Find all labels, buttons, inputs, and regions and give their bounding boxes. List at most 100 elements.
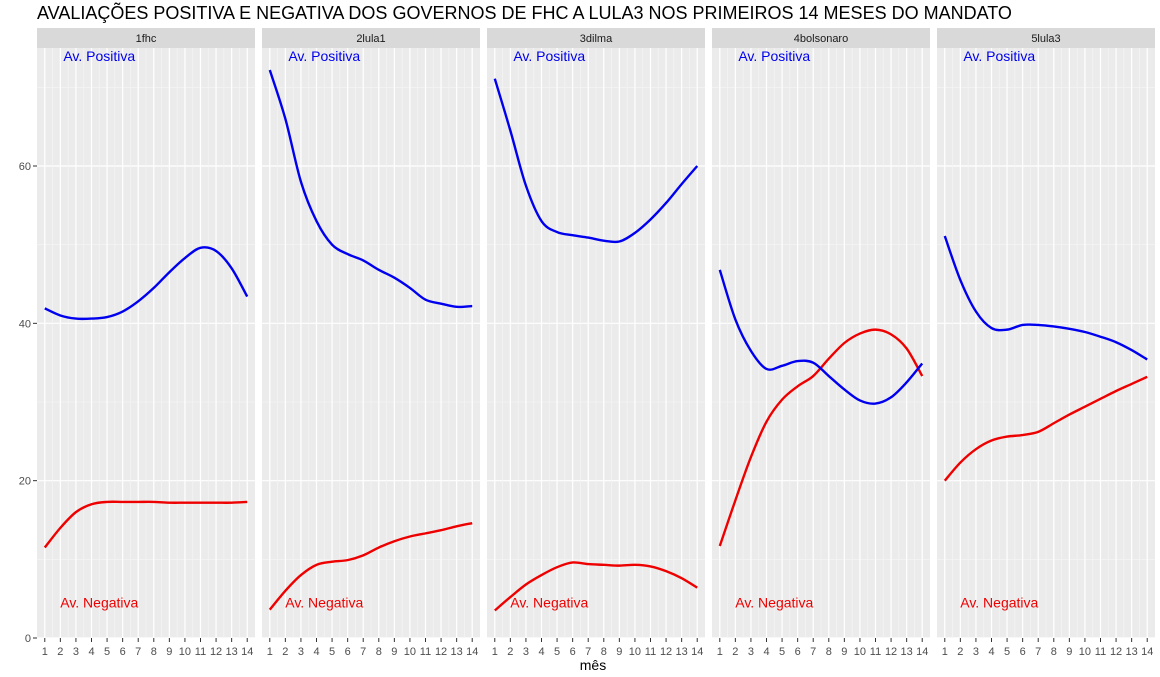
- series-line-negative: [43, 500, 248, 549]
- x-tick-label: 12: [210, 646, 222, 658]
- y-tick-label: 0: [25, 633, 31, 645]
- series-line-negative: [494, 561, 698, 612]
- x-tick-label: 7: [1035, 646, 1041, 658]
- x-tick-label: 5: [104, 646, 110, 658]
- x-tick-label: 11: [195, 646, 206, 658]
- x-tick-label: 7: [810, 646, 816, 658]
- x-tick-label: 3: [73, 646, 79, 658]
- x-tick-label: 7: [135, 646, 141, 658]
- x-tick-label: 9: [616, 646, 622, 658]
- facet-strip: [712, 28, 930, 48]
- facet-strip: [487, 28, 705, 48]
- x-tick-label: 1: [42, 646, 48, 658]
- facet-strip: [37, 28, 255, 48]
- x-tick-label: 2: [507, 646, 513, 658]
- annotation-positive: Av. Positiva: [513, 48, 585, 64]
- x-tick-label: 5: [779, 646, 785, 658]
- x-tick-label: 9: [1066, 646, 1072, 658]
- annotation-negative: Av. Negativa: [285, 595, 363, 611]
- annotation-positive: Av. Positiva: [63, 48, 135, 64]
- annotation-negative: Av. Negativa: [960, 595, 1038, 611]
- x-tick-label: 10: [1079, 646, 1091, 658]
- facet-label: 4bolsonaro: [794, 33, 848, 45]
- x-tick-label: 5: [329, 646, 335, 658]
- x-tick-label: 2: [57, 646, 63, 658]
- x-axis-title: mês: [580, 657, 606, 673]
- x-tick-label: 14: [466, 646, 478, 658]
- facet-label: 5lula3: [1031, 33, 1060, 45]
- x-tick-label: 12: [435, 646, 447, 658]
- y-tick-label: 40: [19, 318, 31, 330]
- x-tick-label: 13: [451, 646, 463, 658]
- annotation-negative: Av. Negativa: [60, 595, 138, 611]
- facet-label: 2lula1: [356, 33, 385, 45]
- series-line-positive: [718, 269, 924, 405]
- chart-title: AVALIAÇÕES POSITIVA E NEGATIVA DOS GOVER…: [37, 2, 1012, 23]
- annotation-negative: Av. Negativa: [735, 595, 813, 611]
- x-tick-label: 9: [841, 646, 847, 658]
- x-tick-label: 5: [1004, 646, 1010, 658]
- x-tick-label: 4: [538, 646, 544, 658]
- x-tick-label: 1: [267, 646, 273, 658]
- x-tick-label: 14: [916, 646, 928, 658]
- x-tick-label: 6: [795, 646, 801, 658]
- x-tick-label: 4: [988, 646, 994, 658]
- x-tick-label: 8: [1051, 646, 1057, 658]
- x-tick-label: 6: [570, 646, 576, 658]
- x-tick-label: 11: [645, 646, 656, 658]
- x-tick-label: 9: [391, 646, 397, 658]
- x-tick-label: 1: [942, 646, 948, 658]
- x-tick-label: 9: [166, 646, 172, 658]
- series-line-negative: [943, 375, 1148, 482]
- x-tick-label: 4: [313, 646, 319, 658]
- series-line-negative: [268, 521, 473, 611]
- x-tick-label: 8: [151, 646, 157, 658]
- x-tick-label: 11: [1095, 646, 1106, 658]
- x-tick-label: 2: [732, 646, 738, 658]
- annotation-positive: Av. Positiva: [963, 48, 1035, 64]
- x-tick-label: 2: [957, 646, 963, 658]
- annotation-positive: Av. Positiva: [738, 48, 810, 64]
- series-line-positive: [44, 246, 249, 321]
- x-tick-label: 10: [854, 646, 866, 658]
- x-tick-label: 6: [345, 646, 351, 658]
- x-tick-label: 11: [870, 646, 881, 658]
- x-tick-label: 12: [660, 646, 672, 658]
- y-tick-label: 60: [19, 161, 31, 173]
- x-tick-label: 10: [179, 646, 191, 658]
- x-tick-label: 2: [282, 646, 288, 658]
- facet-strip: [262, 28, 480, 48]
- x-tick-label: 3: [298, 646, 304, 658]
- annotation-negative: Av. Negativa: [510, 595, 588, 611]
- x-tick-label: 3: [973, 646, 979, 658]
- x-tick-label: 14: [241, 646, 253, 658]
- x-tick-label: 7: [360, 646, 366, 658]
- x-tick-label: 4: [88, 646, 94, 658]
- y-tick-label: 20: [19, 476, 31, 488]
- x-tick-label: 12: [885, 646, 897, 658]
- x-tick-label: 13: [901, 646, 913, 658]
- x-tick-label: 8: [601, 646, 607, 658]
- series-line-positive: [943, 235, 1148, 361]
- x-tick-label: 4: [763, 646, 769, 658]
- x-tick-label: 1: [717, 646, 723, 658]
- x-tick-label: 12: [1110, 646, 1122, 658]
- x-tick-label: 13: [1126, 646, 1138, 658]
- x-tick-label: 7: [585, 646, 591, 658]
- x-tick-label: 10: [404, 646, 416, 658]
- x-tick-label: 13: [676, 646, 688, 658]
- x-tick-label: 11: [420, 646, 431, 658]
- x-tick-label: 14: [1141, 646, 1153, 658]
- x-tick-label: 3: [748, 646, 754, 658]
- facet-label: 3dilma: [580, 33, 613, 45]
- facet-strip: [937, 28, 1155, 48]
- x-tick-label: 5: [554, 646, 560, 658]
- x-tick-label: 8: [826, 646, 832, 658]
